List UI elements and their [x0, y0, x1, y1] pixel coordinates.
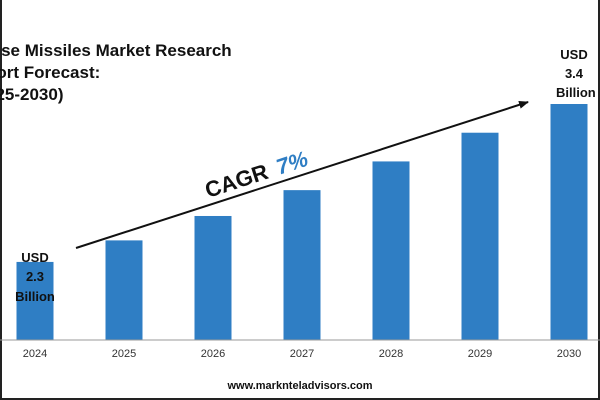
cagr-arrow: [75, 100, 529, 249]
end-annotation-line-1: USD: [560, 47, 587, 62]
end-annotation-line-2: 3.4: [565, 66, 584, 81]
x-tick-2024: 2024: [23, 348, 47, 360]
bar-2030: [550, 104, 588, 340]
chart-title: uise Missiles Market Research port Forec…: [0, 40, 286, 106]
x-tick-2027: 2027: [290, 348, 314, 360]
bars-group: [16, 104, 588, 340]
bar-2025: [105, 240, 143, 340]
x-tick-2025: 2025: [112, 348, 136, 360]
title-line-3: 025-2030): [0, 85, 64, 104]
x-tick-labels: 2024 2025 2026 2027 2028 2029 2030: [23, 348, 581, 360]
title-line-1: uise Missiles Market Research: [0, 41, 232, 60]
x-tick-2030: 2030: [557, 348, 581, 360]
bar-2029: [461, 132, 499, 340]
bar-2026: [194, 215, 232, 340]
bar-2027: [283, 190, 321, 340]
footer-url: www.marknteladvisors.com: [227, 380, 373, 392]
bar-2028: [372, 161, 410, 340]
title-line-2: port Forecast:: [0, 63, 101, 82]
x-tick-2029: 2029: [468, 348, 492, 360]
end-annotation-line-3: Billion: [556, 85, 596, 100]
bar-2024: [16, 261, 54, 340]
x-tick-2028: 2028: [379, 348, 403, 360]
start-annotation-line-2: 2.3: [26, 269, 44, 284]
x-tick-2026: 2026: [201, 348, 225, 360]
start-annotation-line-3: Billion: [15, 289, 55, 304]
start-annotation-line-1: USD: [21, 250, 48, 265]
